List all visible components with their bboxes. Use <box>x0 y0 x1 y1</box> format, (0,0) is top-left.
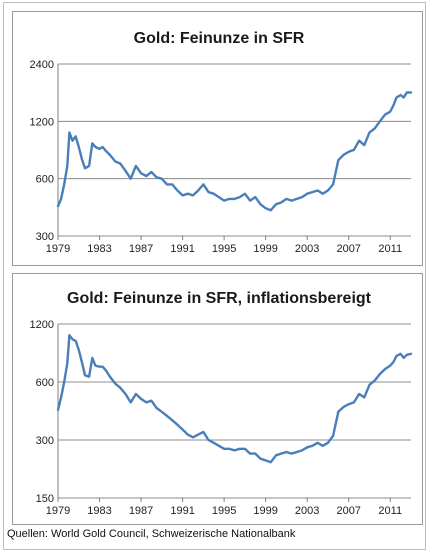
x-tick-label: 1999 <box>253 243 277 255</box>
x-tick-label: 2011 <box>378 243 402 255</box>
y-tick-label: 600 <box>36 174 54 186</box>
y-tick-label: 1200 <box>30 116 54 128</box>
x-tick-label: 1987 <box>129 243 153 255</box>
x-tick-label: 1995 <box>212 505 236 517</box>
x-tick-label: 1995 <box>212 243 236 255</box>
x-tick-label: 2007 <box>336 243 360 255</box>
x-tick-label: 2003 <box>295 505 319 517</box>
source-note: Quellen: World Gold Council, Schweizeris… <box>7 528 296 540</box>
chart-gold-chf-inflation-adjusted: Gold: Feinunze in SFR, inflationsbereigt… <box>30 290 413 517</box>
x-tick-label: 2011 <box>378 505 402 517</box>
x-tick-label: 1979 <box>46 243 70 255</box>
x-tick-label: 1983 <box>87 505 111 517</box>
chart-gold-chf: Gold: Feinunze in SFR 300 600 1200 2400 1979… <box>30 30 413 255</box>
x-tick-label: 1979 <box>46 505 70 517</box>
chart-panel-gold-chf-inflation-adjusted: Gold: Feinunze in SFR, inflationsbereigt… <box>12 273 423 525</box>
x-tick-label: 1999 <box>253 505 277 517</box>
chart-title: Gold: Feinunze in SFR <box>134 30 305 47</box>
x-tick-label: 1987 <box>129 505 153 517</box>
chart-title: Gold: Feinunze in SFR, inflationsbereigt <box>67 290 372 307</box>
y-tick-label: 2400 <box>30 59 54 71</box>
y-tick-label: 600 <box>36 377 54 389</box>
y-tick-label: 300 <box>36 435 54 447</box>
chart-panel-gold-chf: Gold: Feinunze in SFR 300 600 1200 2400 1979… <box>12 11 423 266</box>
x-tick-label: 2003 <box>295 243 319 255</box>
x-tick-label: 1983 <box>87 243 111 255</box>
x-tick-label: 1991 <box>170 505 194 517</box>
series-line <box>56 91 413 212</box>
y-tick-label: 1200 <box>30 319 54 331</box>
x-tick-label: 2007 <box>336 505 360 517</box>
y-tick-label: 150 <box>36 493 54 505</box>
series-line <box>56 334 413 464</box>
x-tick-label: 1991 <box>170 243 194 255</box>
y-tick-label: 300 <box>36 231 54 243</box>
figure-frame: Gold: Feinunze in SFR 300 600 1200 2400 1979… <box>3 2 426 550</box>
